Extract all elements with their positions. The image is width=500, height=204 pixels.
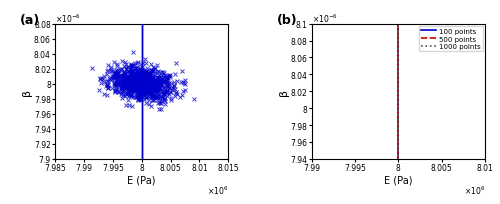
Line: 500 points: 500 points <box>334 0 462 204</box>
Line: 100 points: 100 points <box>328 0 468 204</box>
Line: 1000 points: 1000 points <box>336 0 460 204</box>
Text: (a): (a) <box>20 14 40 27</box>
X-axis label: E (Pa): E (Pa) <box>128 175 156 185</box>
Text: (b): (b) <box>277 14 297 27</box>
Text: $\times10^{-6}$: $\times10^{-6}$ <box>55 12 81 24</box>
Y-axis label: β: β <box>22 88 32 95</box>
Text: $\times10^{6}$: $\times10^{6}$ <box>464 184 485 196</box>
Text: $\times10^{6}$: $\times10^{6}$ <box>207 184 229 196</box>
Legend: 100 points, 500 points, 1000 points: 100 points, 500 points, 1000 points <box>419 27 483 52</box>
X-axis label: E (Pa): E (Pa) <box>384 175 412 185</box>
Y-axis label: β: β <box>279 88 289 95</box>
Text: $\times10^{-6}$: $\times10^{-6}$ <box>312 12 338 24</box>
